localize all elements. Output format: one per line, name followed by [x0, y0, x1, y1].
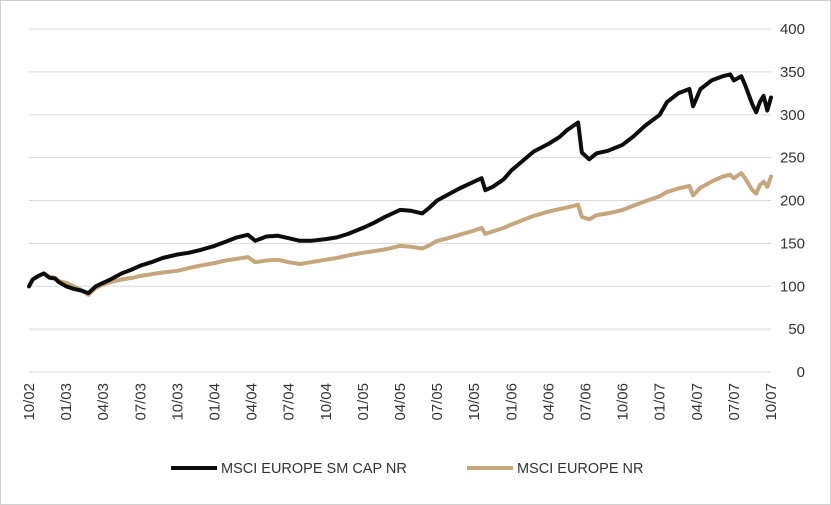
x-tick-label: 10/05 [466, 383, 483, 421]
x-tick-label: 01/05 [355, 383, 372, 421]
series-line-0 [27, 72, 773, 296]
x-tick-label: 07/07 [726, 383, 743, 421]
x-tick-label: 04/05 [392, 383, 409, 421]
gridlines [29, 28, 771, 373]
legend-label: MSCI EUROPE SM CAP NR [221, 461, 407, 477]
y-tick-label: 200 [780, 193, 805, 210]
x-tick-label: 10/04 [318, 383, 335, 421]
y-tick-label: 250 [780, 150, 805, 167]
x-axis-tick-labels: 10/02 01/03 04/03 07/03 10/03 01/04 04/04 07/04… [21, 383, 780, 421]
x-tick-label: 01/06 [503, 383, 520, 421]
x-tick-label: 10/02 [21, 383, 38, 421]
y-tick-label: 0 [797, 364, 805, 381]
x-tick-label: 01/03 [58, 383, 75, 421]
x-tick-label: 10/07 [763, 383, 780, 421]
x-tick-label: 07/05 [429, 383, 446, 421]
y-tick-label: 350 [780, 64, 805, 81]
y-tick-label: 300 [780, 107, 805, 124]
legend: MSCI EUROPE SM CAP NR MSCI EUROPE NR [171, 461, 644, 477]
y-axis-tick-labels: 0 50 100 150 200 250 300 350 400 [780, 21, 805, 381]
x-tick-label: 04/07 [689, 383, 706, 421]
y-tick-label: 50 [788, 321, 805, 338]
x-tick-label: 10/03 [169, 383, 186, 421]
x-tick-label: 10/06 [615, 383, 632, 421]
y-tick-label: 400 [780, 21, 805, 38]
x-tick-label: 01/07 [652, 383, 669, 421]
series-line-1 [27, 171, 773, 297]
x-tick-label: 07/03 [132, 383, 149, 421]
x-tick-label: 04/03 [95, 383, 112, 421]
x-tick-label: 07/04 [281, 383, 298, 421]
legend-label: MSCI EUROPE NR [517, 461, 644, 477]
y-tick-label: 150 [780, 235, 805, 252]
y-tick-label: 100 [780, 278, 805, 295]
series-lines [27, 72, 773, 297]
x-tick-label: 04/04 [244, 383, 261, 421]
x-tick-label: 07/06 [578, 383, 595, 421]
x-tick-label: 01/04 [207, 383, 224, 421]
x-tick-label: 04/06 [540, 383, 557, 421]
